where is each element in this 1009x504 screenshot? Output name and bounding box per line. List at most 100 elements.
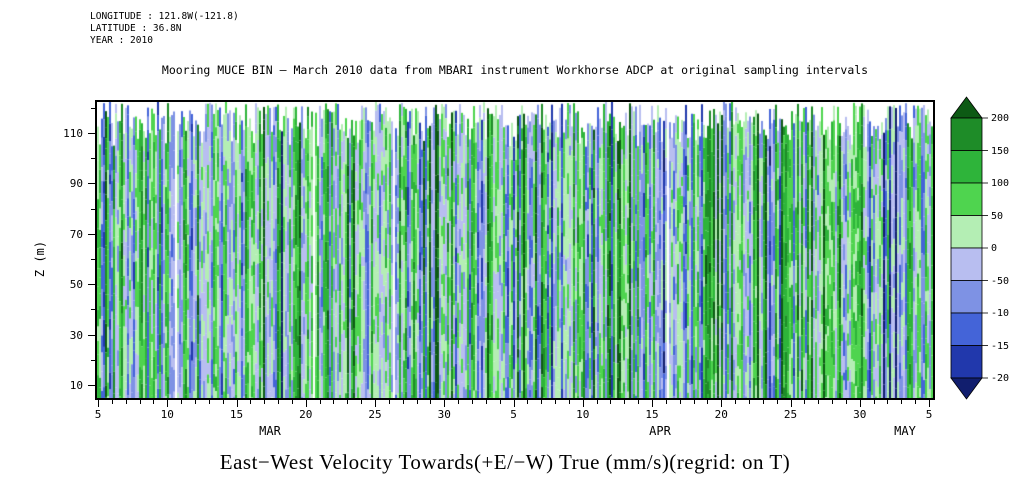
x-tick-label: 30 <box>853 408 867 421</box>
x-minor-tick <box>693 400 695 404</box>
y-tick-label: 50 <box>69 278 83 292</box>
x-major-tick <box>375 400 376 407</box>
figure-caption: East−West Velocity Towards(+E/−W) True (… <box>219 450 791 474</box>
x-minor-tick <box>388 400 390 404</box>
y-minor-tick <box>91 309 95 311</box>
x-minor-tick <box>541 400 543 404</box>
x-minor-tick <box>402 400 404 404</box>
x-minor-tick <box>430 400 432 404</box>
x-tick-label: 15 <box>229 408 244 421</box>
x-tick-label: 10 <box>160 408 174 421</box>
x-major-tick <box>582 400 584 407</box>
x-minor-tick <box>707 400 709 404</box>
x-minor-tick <box>278 400 280 404</box>
colorbar-segment <box>950 117 983 151</box>
y-minor-tick <box>91 158 95 160</box>
x-major-tick <box>236 400 238 407</box>
x-major-tick <box>929 400 930 407</box>
y-minor-tick <box>91 359 95 361</box>
x-minor-tick <box>735 400 737 404</box>
x-tick-label: 5 <box>94 408 102 421</box>
x-minor-tick <box>111 400 113 404</box>
x-tick-label: 20 <box>299 408 313 421</box>
colorbar-arrow <box>950 377 983 400</box>
x-minor-tick <box>458 400 460 404</box>
year-label: YEAR : 2010 <box>90 35 153 46</box>
x-minor-tick <box>250 400 252 404</box>
x-tick-label: 25 <box>368 408 382 421</box>
x-minor-tick <box>264 400 266 404</box>
y-tick-label: 30 <box>69 328 83 342</box>
x-minor-tick <box>361 400 363 404</box>
y-minor-tick <box>91 259 95 260</box>
latitude-label: LATITUDE : 36.8N <box>90 23 182 34</box>
x-minor-tick <box>485 400 487 404</box>
colorbar-label: -100 <box>991 308 1009 319</box>
x-tick-label: 30 <box>437 408 451 421</box>
x-minor-tick <box>873 400 875 404</box>
x-minor-tick <box>638 400 640 404</box>
x-minor-tick <box>624 400 626 404</box>
x-minor-tick <box>915 400 917 404</box>
month-label-mar: MAR <box>259 424 281 438</box>
x-minor-tick <box>762 400 764 404</box>
x-minor-tick <box>347 400 349 404</box>
y-tick-label: 110 <box>63 127 83 140</box>
y-tick-label: 10 <box>69 379 83 392</box>
y-tick-label: 70 <box>69 227 83 241</box>
x-minor-tick <box>125 400 127 404</box>
y-major-tick <box>88 133 95 134</box>
x-major-tick <box>98 400 99 407</box>
x-minor-tick <box>222 400 224 404</box>
month-label-may: MAY <box>894 424 916 438</box>
x-major-tick <box>305 400 307 407</box>
x-major-tick <box>790 400 792 407</box>
x-minor-tick <box>832 400 834 404</box>
colorbar-segment <box>950 345 983 379</box>
colorbar-label: 200 <box>991 113 1009 124</box>
x-minor-tick <box>679 400 681 404</box>
colorbar-segment <box>950 215 983 249</box>
y-major-tick <box>88 385 95 386</box>
x-minor-tick <box>527 400 529 404</box>
heatmap-plot-area <box>95 100 935 400</box>
x-minor-tick <box>818 400 820 404</box>
x-minor-tick <box>665 400 667 404</box>
colorbar-segment <box>950 150 983 184</box>
x-minor-tick <box>499 400 501 404</box>
x-minor-tick <box>194 400 196 404</box>
colorbar-segment <box>950 280 983 314</box>
x-minor-tick <box>748 400 750 404</box>
y-major-tick <box>88 183 95 185</box>
x-minor-tick <box>887 400 889 404</box>
x-minor-tick <box>804 400 806 404</box>
y-major-tick <box>88 233 95 235</box>
colorbar-label: 0 <box>991 243 998 254</box>
x-minor-tick <box>333 400 335 404</box>
y-tick-label: 90 <box>69 177 83 191</box>
x-minor-tick <box>776 400 778 404</box>
y-axis-title: Z (m) <box>33 240 48 278</box>
x-minor-tick <box>555 400 557 404</box>
colorbar-label: 50 <box>991 210 1004 222</box>
y-minor-tick <box>91 208 95 210</box>
x-minor-tick <box>416 400 418 404</box>
x-tick-label: 5 <box>925 408 933 421</box>
x-tick-label: 25 <box>783 408 798 421</box>
x-minor-tick <box>471 400 473 404</box>
x-major-tick <box>167 400 169 407</box>
x-minor-tick <box>610 400 612 404</box>
x-minor-tick <box>845 400 847 404</box>
x-tick-label: 20 <box>714 408 728 421</box>
x-major-tick <box>859 400 861 407</box>
x-minor-tick <box>568 400 570 404</box>
x-minor-tick <box>181 400 183 404</box>
colorbar-label: 150 <box>991 145 1009 157</box>
y-major-tick <box>88 284 95 286</box>
longitude-label: LONGITUDE : 121.8W(-121.8) <box>90 11 239 22</box>
x-tick-label: 5 <box>510 408 517 421</box>
x-minor-tick <box>208 400 210 404</box>
x-major-tick <box>652 400 653 407</box>
x-minor-tick <box>596 400 598 404</box>
